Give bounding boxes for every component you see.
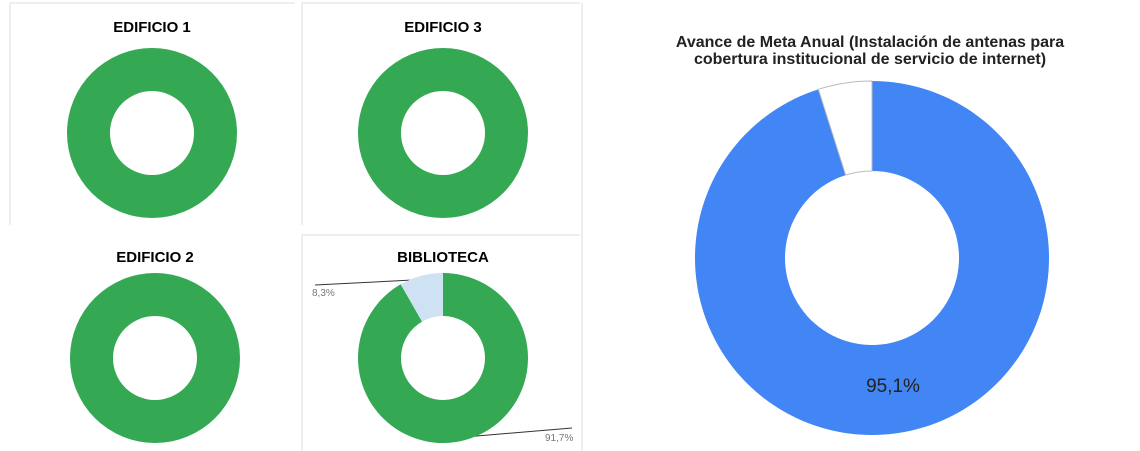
value-label: 91,7% — [545, 433, 573, 444]
donut-slice — [695, 81, 1049, 435]
value-label: 95,1% — [866, 376, 920, 397]
donut-slice — [67, 48, 237, 218]
value-label: 8,3% — [312, 288, 335, 299]
chart-title: EDIFICIO 3 — [404, 19, 482, 36]
chart-title: Avance de Meta Anual (Instalación de ant… — [676, 34, 1064, 51]
donut-slice — [70, 273, 240, 443]
chart-title: EDIFICIO 1 — [113, 19, 191, 36]
donut-slice — [357, 273, 528, 444]
chart-title: cobertura institucional de servicio de i… — [694, 51, 1046, 68]
donut-slice — [400, 273, 443, 322]
donut-slice — [358, 48, 528, 218]
leader-line — [464, 427, 573, 438]
donut-slice — [817, 80, 873, 176]
chart-title: EDIFICIO 2 — [116, 249, 194, 266]
chart-title: BIBLIOTECA — [397, 249, 489, 266]
